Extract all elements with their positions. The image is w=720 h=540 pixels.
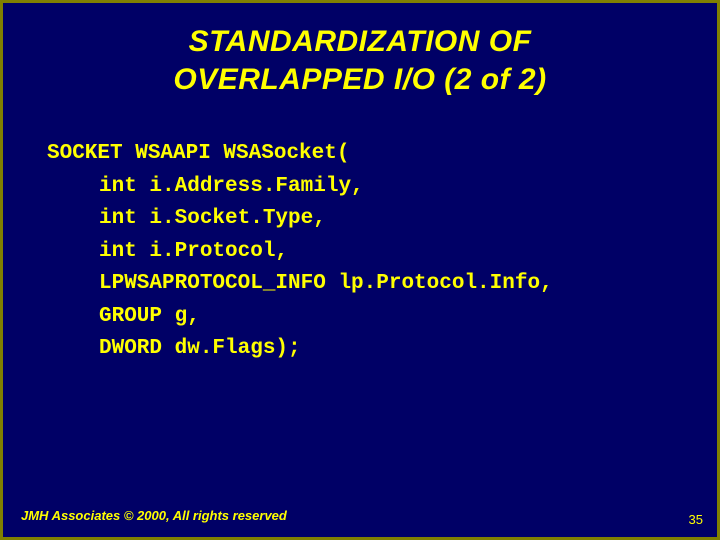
page-number: 35 — [689, 512, 703, 527]
code-block: SOCKET WSAAPI WSASocket( int i.Address.F… — [3, 98, 717, 366]
code-line-6: DWORD dw.Flags); — [47, 333, 301, 366]
title-line-2: OVERLAPPED I/O (2 of 2) — [173, 63, 546, 96]
title-line-1: STANDARDIZATION OF — [189, 25, 532, 58]
slide-container: STANDARDIZATION OF OVERLAPPED I/O (2 of … — [0, 0, 720, 540]
code-line-3: int i.Protocol, — [47, 236, 288, 269]
code-line-5: GROUP g, — [47, 301, 200, 334]
slide-title: STANDARDIZATION OF OVERLAPPED I/O (2 of … — [3, 3, 717, 98]
footer-copyright: JMH Associates © 2000, All rights reserv… — [21, 508, 287, 523]
code-line-2: int i.Socket.Type, — [47, 203, 326, 236]
code-line-1: int i.Address.Family, — [47, 171, 364, 204]
code-line-4: LPWSAPROTOCOL_INFO lp.Protocol.Info, — [47, 268, 553, 301]
code-line-0: SOCKET WSAAPI WSASocket( — [47, 142, 349, 165]
